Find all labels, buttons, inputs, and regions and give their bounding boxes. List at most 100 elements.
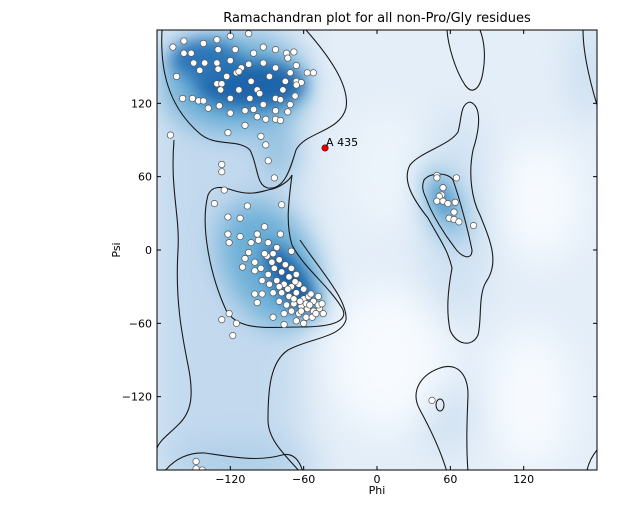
residue-point (243, 202, 251, 210)
residue-point (231, 46, 239, 54)
residue-point (287, 264, 295, 272)
contour-right-inner (422, 173, 473, 258)
residue-point (455, 218, 463, 226)
residue-point (286, 69, 294, 77)
residue-point (224, 213, 232, 221)
residue-point (269, 250, 277, 258)
residue-point (319, 310, 327, 318)
residue-point (196, 66, 204, 74)
residue-point (433, 197, 441, 205)
residue-point (439, 184, 447, 192)
residue-point (241, 121, 249, 129)
residue-point (273, 277, 281, 285)
residue-point (300, 285, 308, 293)
residue-point (284, 54, 292, 62)
residue-point (218, 168, 226, 176)
residue-point (190, 59, 198, 67)
residue-point (276, 230, 284, 238)
residue-point (444, 200, 452, 208)
residue-point (225, 310, 233, 318)
residue-point (247, 239, 255, 247)
residue-point (253, 113, 261, 121)
contour-left-outer (157, 139, 192, 449)
x-tick-label: 0 (374, 473, 381, 486)
residue-point (239, 263, 247, 271)
residue-point (261, 250, 269, 258)
residue-point (303, 69, 311, 77)
residue-point (258, 290, 266, 298)
y-tick-label: 120 (131, 97, 152, 110)
contour-top-right-lobe (446, 30, 485, 91)
residue-point (259, 101, 267, 109)
residue-point (253, 299, 261, 307)
residue-point (235, 86, 243, 94)
residue-point (256, 90, 264, 98)
residue-point (285, 273, 293, 281)
residue-point (180, 49, 188, 57)
chart-title: Ramachandran plot for all non-Pro/Gly re… (223, 11, 531, 26)
residue-point (292, 289, 300, 297)
x-axis-label: Phi (369, 484, 386, 497)
residue-point (259, 59, 267, 67)
y-tick-label: 0 (145, 244, 152, 257)
residue-point (257, 264, 265, 272)
residue-point (450, 208, 458, 216)
residue-point (179, 94, 187, 102)
residue-point (265, 280, 273, 288)
residue-point (225, 239, 233, 247)
residue-point (306, 301, 314, 309)
residue-point (314, 292, 322, 300)
contour-middle-outer (267, 239, 347, 470)
residue-point (245, 60, 253, 68)
residue-point (292, 317, 300, 325)
residue-point (217, 86, 225, 94)
residue-point (245, 30, 253, 38)
residue-point (215, 102, 223, 110)
residue-point (278, 268, 286, 276)
residue-point (218, 316, 226, 324)
residue-point (213, 59, 221, 67)
residue-point (258, 277, 266, 285)
x-tick-label: 60 (443, 473, 457, 486)
outlier-point (321, 144, 329, 152)
residue-point (226, 109, 234, 117)
residue-point (218, 160, 226, 168)
y-tick-label: −60 (129, 317, 152, 330)
residue-point (275, 283, 283, 291)
residue-point (302, 313, 310, 321)
residue-point (307, 290, 315, 298)
contour-bottom-lobe (165, 452, 303, 470)
residue-point (272, 107, 280, 115)
residue-point (272, 64, 280, 72)
residue-point (224, 129, 232, 137)
residue-point (253, 230, 261, 238)
residue-point (279, 86, 287, 94)
residue-point (192, 465, 200, 470)
residue-point (251, 290, 259, 298)
residue-point (273, 244, 281, 252)
residue-point (214, 46, 222, 54)
residue-point (226, 94, 234, 102)
residue-point (269, 289, 277, 297)
residue-point (264, 157, 272, 165)
y-axis-label: Psi (110, 242, 123, 257)
residue-point (166, 131, 174, 139)
residue-point (257, 132, 265, 140)
residue-point (284, 285, 292, 293)
residue-point (286, 101, 294, 109)
residue-point (236, 214, 244, 222)
residue-point (246, 94, 254, 102)
residue-point (264, 270, 272, 278)
residue-point (224, 230, 232, 238)
residue-point (452, 174, 460, 182)
residue-point (275, 297, 283, 305)
contour-right-edge-top (582, 30, 597, 106)
residue-point (283, 301, 291, 309)
residue-point (284, 108, 292, 116)
residue-point (262, 115, 270, 123)
residue-point (250, 49, 258, 57)
residue-point (188, 94, 196, 102)
residue-point (270, 264, 278, 272)
residue-point (470, 222, 478, 230)
residue-point (451, 198, 459, 206)
